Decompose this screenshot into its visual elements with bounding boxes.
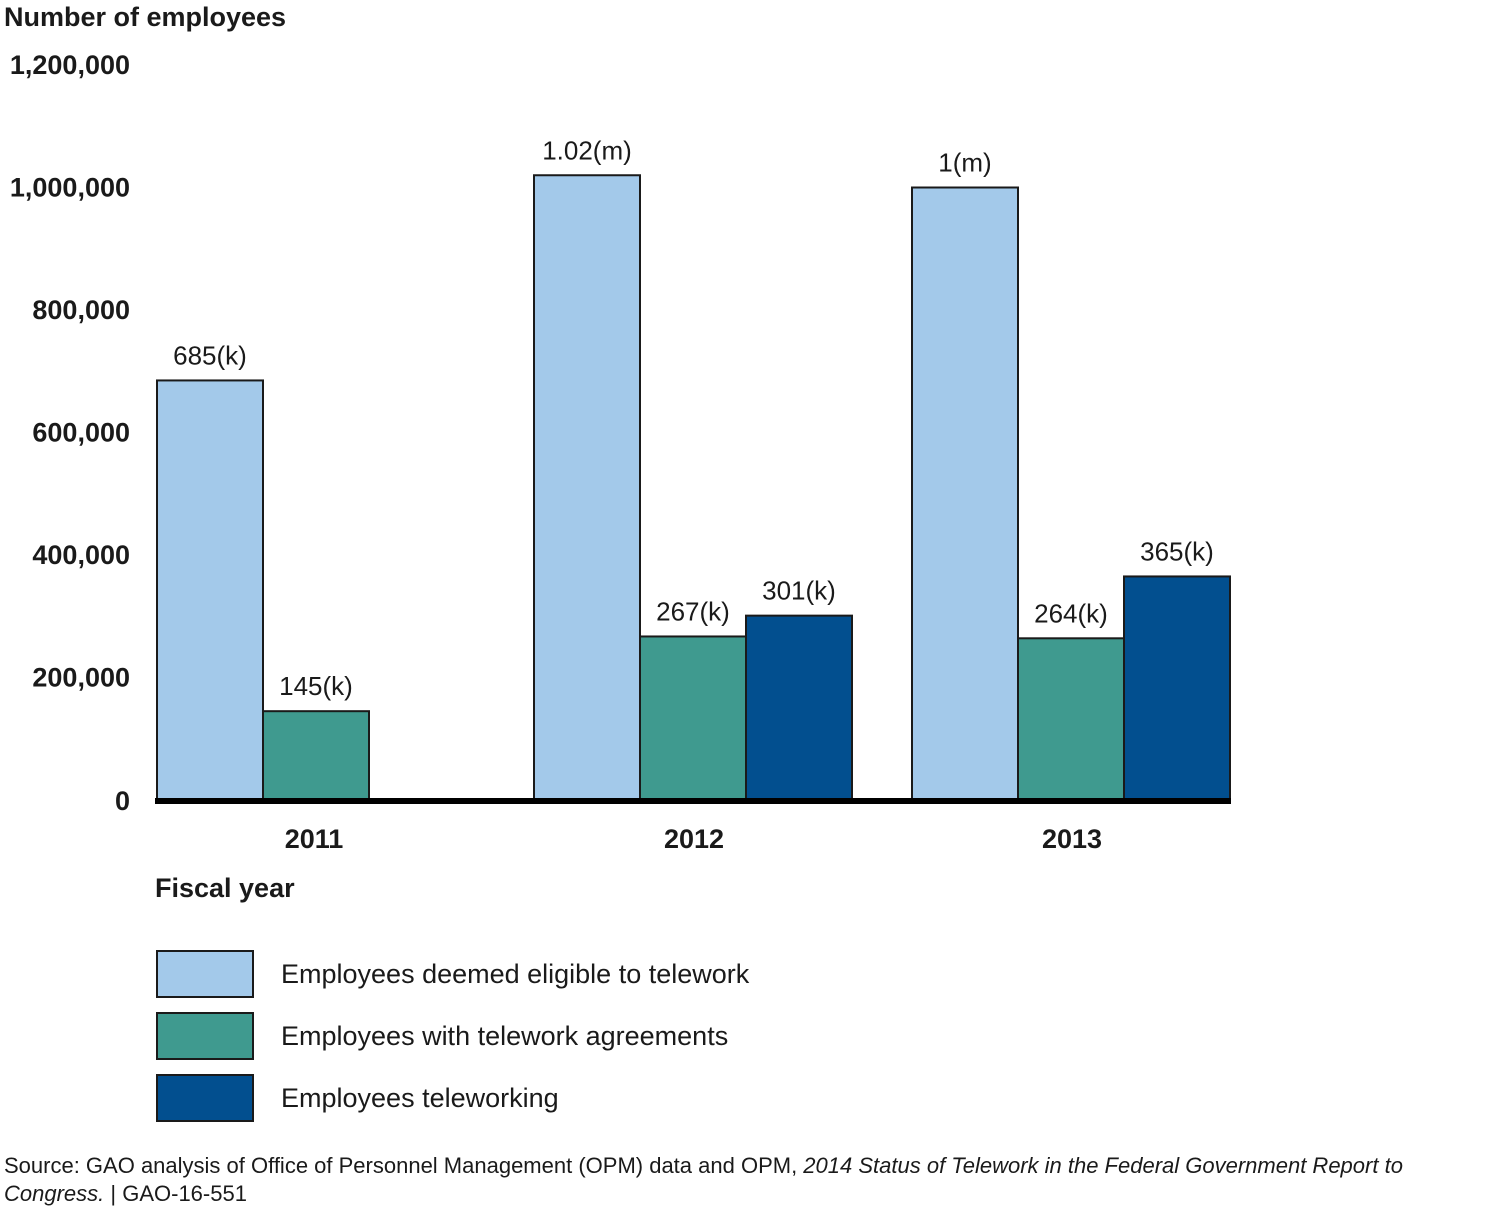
legend: Employees deemed eligible to telework Em… <box>156 948 749 1134</box>
x-tick-label-2011: 2011 <box>285 824 344 854</box>
legend-label-eligible: Employees deemed eligible to telework <box>281 958 750 989</box>
data-label: 267(k) <box>656 596 730 626</box>
y-tick-label: 1,000,000 <box>10 173 130 203</box>
bar-2011-s0 <box>156 379 264 801</box>
y-tick-label: 600,000 <box>32 418 130 448</box>
data-label: 1.02(m) <box>542 135 632 165</box>
legend-item-agreements: Employees with telework agreements <box>156 1010 749 1062</box>
bar-2013-s2 <box>1123 575 1231 801</box>
bar-2012-s1 <box>639 635 747 802</box>
legend-label-teleworking: Employees teleworking <box>281 1082 559 1113</box>
legend-item-eligible: Employees deemed eligible to telework <box>156 948 749 1000</box>
x-tick-label-2013: 2013 <box>1042 824 1102 854</box>
y-tick-label: 400,000 <box>32 540 130 570</box>
bar-2012-s2 <box>745 614 853 802</box>
y-axis-title: Number of employees <box>4 2 287 32</box>
data-label: 145(k) <box>279 671 353 701</box>
bar-2012-s0 <box>533 174 641 801</box>
source-suffix: | GAO-16-551 <box>104 1181 247 1206</box>
data-label: 365(k) <box>1140 536 1214 566</box>
y-tick-label: 0 <box>115 786 130 816</box>
x-axis-title: Fiscal year <box>155 873 295 903</box>
source-report-title: 2014 Status of Telework in the Federal G… <box>4 1153 1403 1206</box>
legend-item-teleworking: Employees teleworking <box>156 1072 749 1124</box>
bar-2013-s0 <box>911 186 1019 801</box>
bar-2011-s1 <box>262 710 370 801</box>
y-tick-label: 1,200,000 <box>10 50 130 80</box>
bar-chart: 0 200,000 400,000 600,000 800,000 1,000,000 1,… <box>10 50 1231 854</box>
data-label: 1(m) <box>938 148 991 178</box>
x-tick-label-2012: 2012 <box>664 824 724 854</box>
source-note: Source: GAO analysis of Office of Person… <box>4 1152 1489 1208</box>
legend-swatch-teleworking <box>156 1074 254 1122</box>
legend-swatch-eligible <box>156 950 254 998</box>
source-prefix: Source: GAO analysis of Office of Person… <box>4 1153 804 1178</box>
legend-label-agreements: Employees with telework agreements <box>281 1020 729 1051</box>
y-tick-label: 800,000 <box>32 295 130 325</box>
bar-2013-s1 <box>1017 637 1125 801</box>
data-label: 264(k) <box>1034 598 1108 628</box>
legend-swatch-agreements <box>156 1012 254 1060</box>
data-label: 685(k) <box>173 340 247 370</box>
data-label: 301(k) <box>762 576 836 606</box>
y-tick-label: 200,000 <box>32 663 130 693</box>
